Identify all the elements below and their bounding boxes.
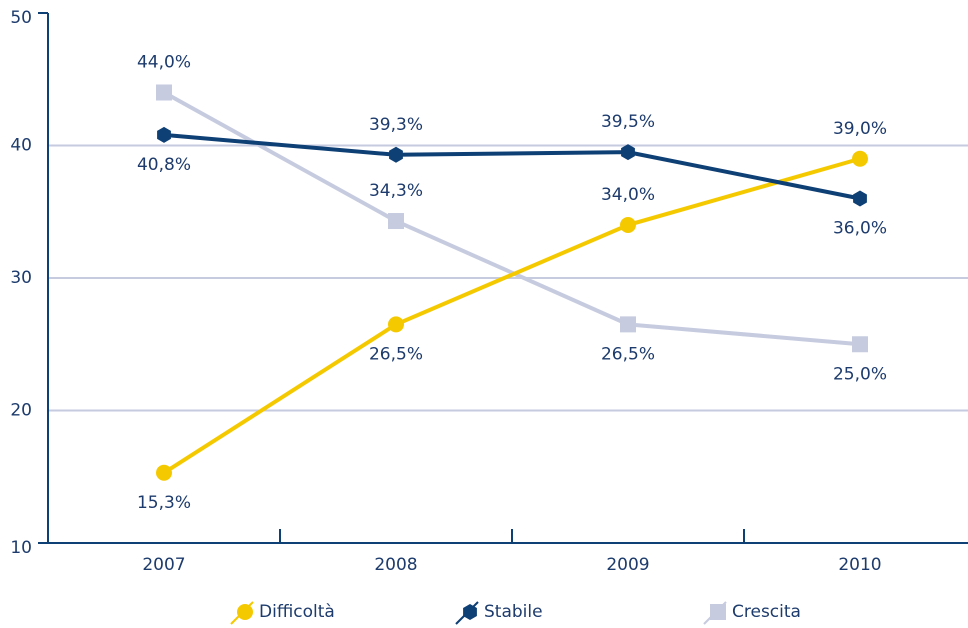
data-label: 26,5% <box>601 344 655 364</box>
legend-label: Crescita <box>732 602 801 622</box>
legend-label: Difficoltà <box>259 602 335 622</box>
series-line <box>163 90 861 347</box>
series-line <box>162 156 861 475</box>
data-label: 39,3% <box>369 115 423 135</box>
data-label: 25,0% <box>833 364 887 384</box>
data-label: 44,0% <box>137 53 191 73</box>
data-point <box>620 316 636 333</box>
legend-marker <box>237 604 253 620</box>
y-tick-label: 40 <box>10 136 32 156</box>
data-point <box>621 144 635 161</box>
x-tick-label: 2010 <box>838 555 881 575</box>
legend-marker <box>463 604 477 620</box>
legend-marker <box>710 604 726 620</box>
data-label: 40,8% <box>137 155 191 175</box>
data-label: 34,3% <box>369 181 423 201</box>
data-point <box>620 217 636 233</box>
y-tick-label: 50 <box>10 8 32 28</box>
data-label: 39,5% <box>601 112 655 132</box>
data-point <box>852 150 868 167</box>
data-label: 39,0% <box>833 119 887 139</box>
data-point <box>388 213 404 230</box>
data-point <box>389 146 403 163</box>
data-point <box>157 126 171 143</box>
data-point <box>156 464 172 481</box>
series-line <box>163 132 861 201</box>
x-tick-label: 2007 <box>142 555 185 575</box>
y-tick-label: 20 <box>10 401 32 421</box>
data-label: 34,0% <box>601 185 655 205</box>
data-point <box>853 190 867 207</box>
x-tick-label: 2009 <box>606 555 649 575</box>
legend-label: Stabile <box>484 602 543 622</box>
data-label: 15,3% <box>137 493 191 513</box>
y-tick-label: 30 <box>10 268 32 288</box>
data-point <box>852 336 868 353</box>
data-point <box>156 84 172 101</box>
x-tick-label: 2008 <box>374 555 417 575</box>
data-label: 26,5% <box>369 344 423 364</box>
data-point <box>388 316 404 333</box>
y-tick-label: 10 <box>10 538 32 558</box>
data-label: 36,0% <box>833 219 887 239</box>
